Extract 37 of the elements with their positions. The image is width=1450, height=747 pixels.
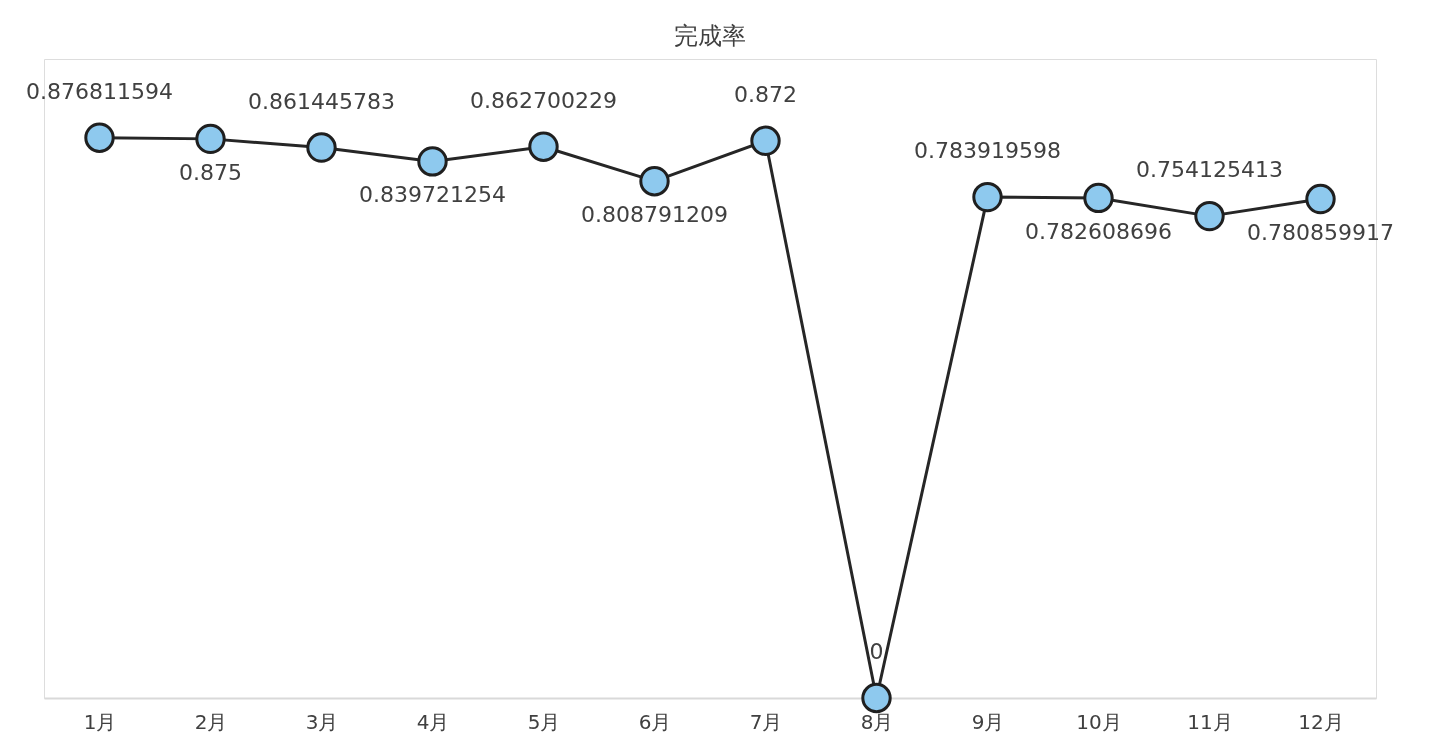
point xyxy=(1194,200,1225,232)
point xyxy=(417,146,448,177)
data-label: 0.783919598 xyxy=(914,138,1061,164)
x-tick-label: 3月 xyxy=(305,709,339,734)
point xyxy=(972,181,1003,213)
point xyxy=(861,682,892,714)
x-tick-label: 10月 xyxy=(1076,709,1122,734)
chart-title: 完成率 xyxy=(674,22,746,50)
point xyxy=(750,125,781,156)
x-tick-label: 5月 xyxy=(527,709,561,734)
x-tick-label: 7月 xyxy=(749,709,783,734)
point xyxy=(195,123,226,155)
point xyxy=(84,122,115,153)
x-tick-label: 6月 xyxy=(638,709,672,734)
data-label: 0.808791209 xyxy=(581,202,728,228)
data-label: 0.782608696 xyxy=(1025,218,1172,244)
data-label: 0 xyxy=(869,639,884,664)
point xyxy=(306,132,337,163)
x-tick-label: 1月 xyxy=(83,709,117,734)
x-tick-label: 9月 xyxy=(971,709,1005,734)
x-tick-label: 8月 xyxy=(860,709,894,734)
data-label: 0.861445783 xyxy=(248,88,395,114)
data-label: 0.875 xyxy=(179,159,242,185)
x-tick-label: 4月 xyxy=(416,709,450,734)
data-label: 0.780859917 xyxy=(1247,220,1394,246)
data-label: 0.876811594 xyxy=(26,78,173,104)
data-label: 0.872 xyxy=(734,81,797,107)
point xyxy=(1305,183,1336,215)
point xyxy=(1083,182,1114,214)
data-label: 0.754125413 xyxy=(1136,157,1283,183)
x-tick-label: 12月 xyxy=(1298,709,1344,734)
point xyxy=(528,131,559,162)
data-label: 0.862700229 xyxy=(470,87,617,113)
point xyxy=(639,166,670,197)
x-tick-label: 2月 xyxy=(194,709,228,734)
data-label: 0.839721254 xyxy=(359,182,506,208)
x-tick-label: 11月 xyxy=(1187,709,1233,734)
